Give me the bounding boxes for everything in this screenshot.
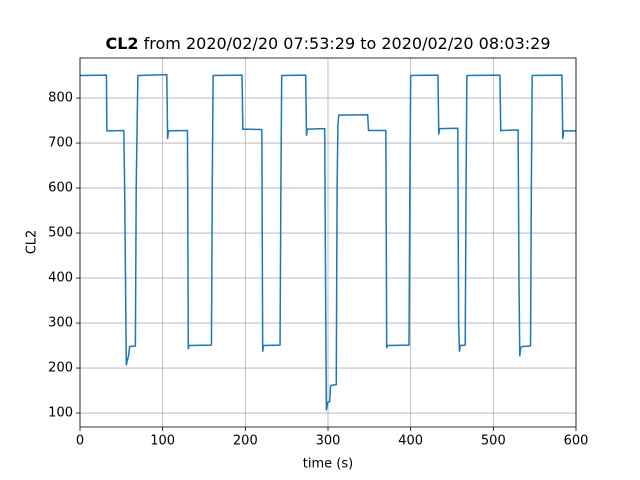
x-tick-label: 500 [481,434,506,449]
chart-title: CL2 from 2020/02/20 07:53:29 to 2020/02/… [105,34,550,53]
y-tick-label: 200 [48,361,73,376]
x-axis-label: time (s) [303,457,353,472]
plot-frame [79,57,577,428]
y-tick-label: 100 [48,406,73,421]
x-tick-label: 100 [150,434,175,449]
y-tick-label: 400 [48,271,73,286]
x-tick-label: 600 [564,434,589,449]
title-rest: from 2020/02/20 07:53:29 to 2020/02/20 0… [144,34,551,53]
y-tick-label: 500 [48,226,73,241]
y-tick-label: 800 [48,91,73,106]
title-bold: CL2 [105,34,138,53]
x-tick-label: 200 [233,434,258,449]
x-tick-label: 400 [398,434,423,449]
data-line [79,73,576,411]
y-tick-label: 700 [48,136,73,151]
x-tick-label: 0 [76,434,84,449]
y-axis-label: CL2 [25,230,40,255]
y-tick-label: 600 [48,181,73,196]
x-tick-label: 300 [316,434,341,449]
y-tick-label: 300 [48,316,73,331]
